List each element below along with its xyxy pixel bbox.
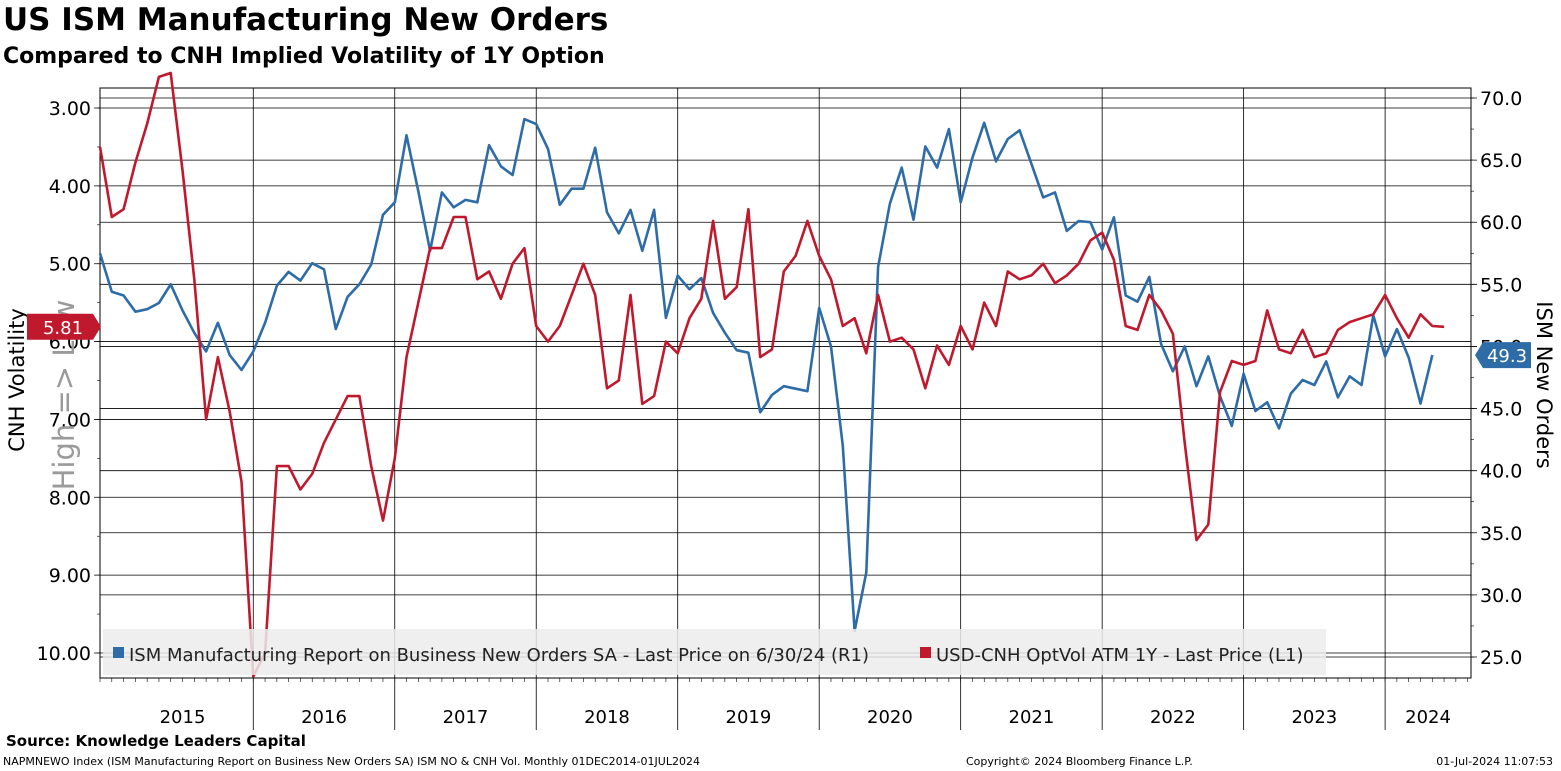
right-tick-label: 65.0 — [1480, 150, 1522, 172]
copyright-note: Copyright© 2024 Bloomberg Finance L.P. — [966, 755, 1193, 768]
x-tick-label: 2024 — [1405, 707, 1451, 728]
right-tick-label: 60.0 — [1480, 212, 1522, 234]
x-tick-label: 2018 — [584, 707, 630, 728]
legend: ISM Manufacturing Report on Business New… — [103, 629, 1326, 675]
index-description: NAPMNEWO Index (ISM Manufacturing Report… — [3, 755, 700, 768]
right-tick-label: 55.0 — [1480, 274, 1522, 296]
chart-title: US ISM Manufacturing New Orders — [3, 2, 609, 38]
left-tick-label: 5.00 — [49, 254, 91, 276]
ism-last-value-label: 49.3 — [1487, 346, 1527, 367]
series-lines — [98, 71, 1445, 678]
ism-new-orders-line — [98, 117, 1434, 633]
left-tick-label: 9.00 — [49, 565, 91, 587]
left-axis-title: CNH Volatility — [5, 308, 29, 452]
x-tick-label: 2020 — [867, 707, 913, 728]
left-tick-label: 4.00 — [49, 176, 91, 198]
left-tick-label: 8.00 — [49, 487, 91, 509]
x-tick-label: 2019 — [726, 707, 772, 728]
right-tick-label: 45.0 — [1480, 399, 1522, 421]
axis-labels: 2015 2016 2017 2018 2019 2020 2021 2022 2023 2024… — [5, 88, 1556, 728]
cnh-volatility-line — [98, 71, 1445, 678]
x-tick-label: 2017 — [443, 707, 489, 728]
x-tick-label: 2022 — [1150, 707, 1196, 728]
source-note: Source: Knowledge Leaders Capital — [6, 732, 306, 750]
axes — [97, 87, 1474, 682]
legend-label-ism: ISM Manufacturing Report on Business New… — [129, 645, 869, 666]
cnh-last-value-label: 5.81 — [43, 318, 83, 339]
legend-swatch-cnh — [920, 647, 931, 658]
legend-swatch-ism — [113, 647, 124, 658]
right-axis-title: ISM New Orders — [1532, 301, 1556, 468]
timestamp: 01-Jul-2024 11:07:53 — [1436, 755, 1553, 768]
right-tick-label: 30.0 — [1480, 585, 1522, 607]
cnh-last-value-tag — [27, 313, 101, 340]
ism-last-value-tag — [1475, 342, 1531, 369]
x-tick-label: 2023 — [1291, 707, 1337, 728]
x-tick-label: 2016 — [301, 707, 347, 728]
x-tick-label: 2015 — [160, 707, 206, 728]
right-tick-label: 40.0 — [1480, 461, 1522, 483]
left-tick-label: 10.00 — [37, 643, 91, 665]
right-tick-label: 70.0 — [1480, 88, 1522, 110]
legend-label-cnh: USD-CNH OptVol ATM 1Y - Last Price (L1) — [936, 645, 1303, 666]
left-tick-label: 7.00 — [49, 409, 91, 431]
right-tick-label: 25.0 — [1480, 647, 1522, 669]
right-tick-label: 35.0 — [1480, 523, 1522, 545]
plot-frame — [99, 87, 1472, 679]
chart-subtitle: Compared to CNH Implied Volatility of 1Y… — [3, 44, 605, 69]
x-tick-label: 2021 — [1009, 707, 1055, 728]
legend-box — [103, 629, 1326, 675]
left-tick-label: 3.00 — [49, 98, 91, 120]
